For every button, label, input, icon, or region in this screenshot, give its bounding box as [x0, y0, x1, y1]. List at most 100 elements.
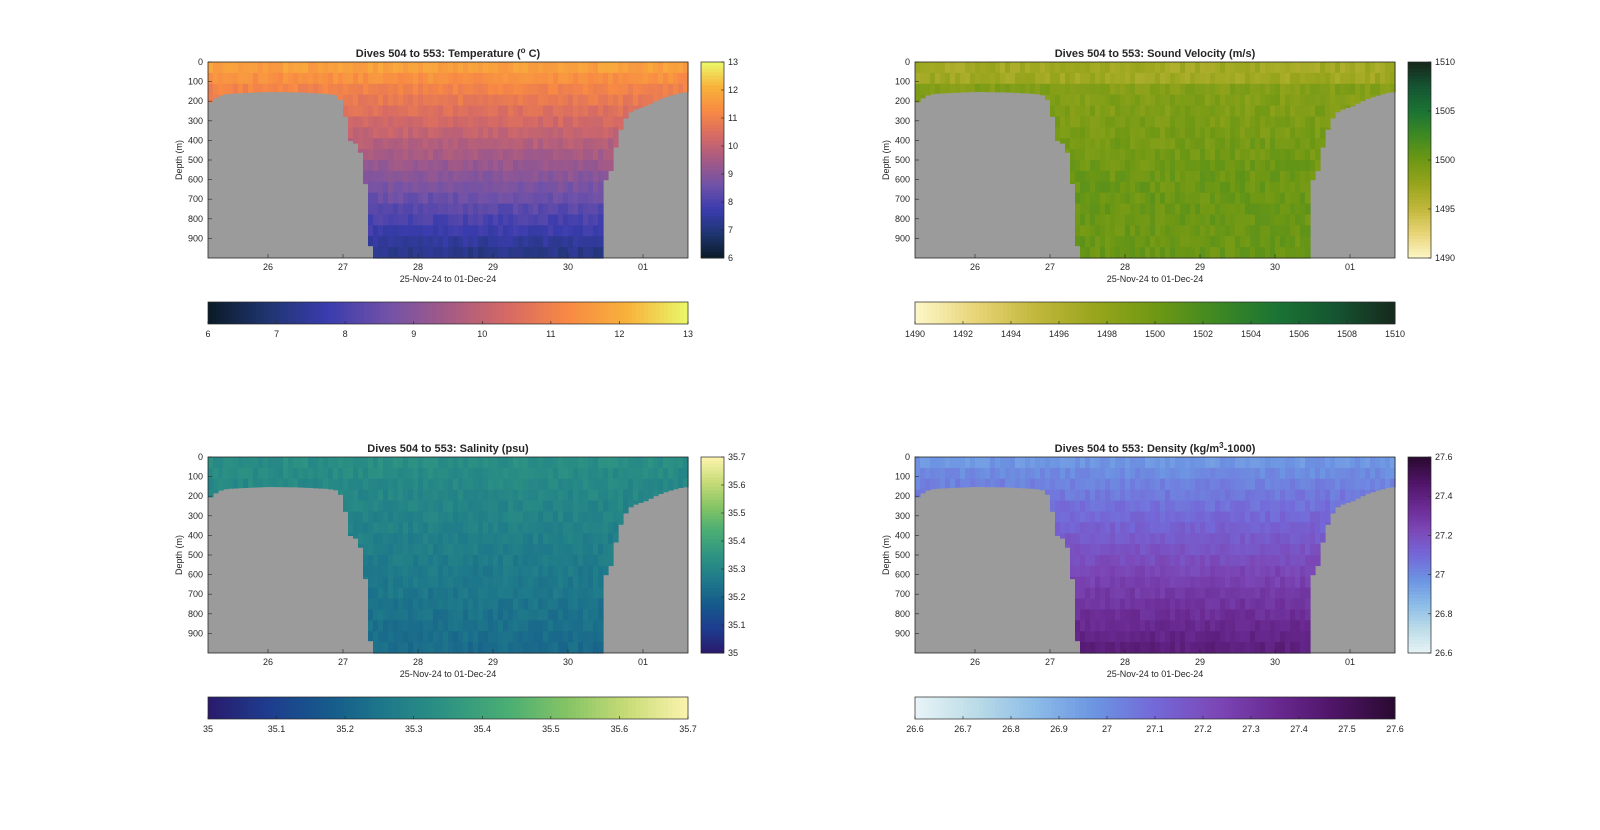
data-cell	[468, 576, 474, 589]
data-cell	[393, 457, 399, 469]
bottom-colorbar-segment	[684, 302, 689, 324]
data-cell	[493, 555, 499, 567]
bottom-colorbar-label: 1496	[1049, 329, 1069, 339]
data-cell	[1285, 544, 1291, 556]
data-cell	[413, 72, 419, 85]
data-cell	[458, 160, 464, 172]
data-cell	[468, 116, 474, 128]
data-cell	[363, 522, 369, 534]
data-cell	[458, 62, 464, 74]
data-cell	[1155, 598, 1161, 611]
data-cell	[1080, 489, 1086, 502]
data-cell	[1155, 181, 1161, 194]
data-cell	[1180, 94, 1186, 107]
data-cell	[593, 170, 599, 183]
data-cell	[1265, 522, 1271, 534]
plot-title-suffix: C)	[526, 48, 541, 60]
bottom-colorbar-segment	[232, 302, 237, 324]
bottom-colorbar-segment	[1155, 302, 1160, 324]
data-cell	[1130, 533, 1136, 545]
data-cell	[473, 149, 479, 161]
data-cell	[1185, 214, 1191, 226]
data-cell	[578, 203, 584, 216]
data-cell	[553, 609, 559, 621]
data-cell	[208, 467, 214, 480]
data-cell	[443, 247, 449, 259]
data-cell	[463, 544, 469, 556]
data-cell	[243, 467, 249, 480]
data-cell	[1190, 642, 1196, 654]
data-cell	[583, 489, 589, 502]
data-cell	[1360, 72, 1366, 85]
data-cell	[508, 587, 514, 600]
data-cell	[1055, 105, 1061, 118]
data-cell	[228, 478, 234, 489]
bottom-colorbar-segment	[576, 302, 581, 324]
data-cell	[1220, 598, 1226, 611]
data-cell	[533, 160, 539, 172]
y-tick-label: 0	[198, 57, 203, 67]
data-cell	[228, 457, 234, 469]
data-cell	[1160, 587, 1166, 600]
data-cell	[423, 598, 429, 611]
data-cell	[1165, 94, 1171, 107]
data-cell	[588, 138, 594, 150]
data-cell	[438, 203, 444, 216]
data-cell	[1290, 565, 1296, 578]
data-cell	[1110, 225, 1116, 237]
data-cell	[1130, 214, 1136, 226]
data-cell	[368, 533, 374, 545]
data-cell	[518, 105, 524, 118]
data-cell	[1190, 598, 1196, 611]
bottom-colorbar-segment	[580, 302, 585, 324]
data-cell	[393, 83, 399, 96]
data-cell	[413, 533, 419, 545]
data-cell	[1340, 457, 1346, 469]
data-cell	[533, 138, 539, 150]
data-cell	[1250, 598, 1256, 611]
data-cell	[273, 83, 279, 93]
data-cell	[383, 489, 389, 502]
data-cell	[393, 522, 399, 534]
data-cell	[503, 631, 509, 643]
data-cell	[1115, 160, 1121, 172]
data-cell	[673, 478, 679, 490]
data-cell	[1255, 181, 1261, 194]
data-cell	[483, 620, 489, 632]
bottom-colorbar-label: 35	[203, 724, 213, 734]
data-cell	[288, 83, 294, 93]
data-cell	[1300, 457, 1306, 469]
data-cell	[1110, 522, 1116, 534]
data-cell	[1310, 72, 1316, 85]
bottom-colorbar-segment	[548, 302, 553, 324]
data-cell	[1015, 62, 1021, 74]
data-cell	[423, 138, 429, 150]
bottom-colorbar-label: 1502	[1193, 329, 1213, 339]
y-tick-label: 200	[895, 96, 910, 106]
data-cell	[628, 457, 634, 469]
data-cell	[1270, 642, 1276, 654]
data-cell	[473, 236, 479, 248]
data-cell	[353, 467, 359, 480]
data-cell	[518, 247, 524, 259]
data-cell	[488, 544, 494, 556]
data-cell	[1245, 457, 1251, 469]
bottom-colorbar-segment	[963, 302, 968, 324]
data-cell	[413, 511, 419, 523]
data-cell	[493, 149, 499, 161]
side-colorbar-segment	[701, 587, 724, 592]
data-cell	[1325, 83, 1331, 96]
data-cell	[363, 127, 369, 139]
data-cell	[523, 478, 529, 491]
data-cell	[293, 83, 299, 93]
data-cell	[1225, 467, 1231, 480]
data-cell	[398, 225, 404, 237]
data-cell	[1070, 72, 1076, 85]
data-cell	[678, 478, 684, 488]
bottom-colorbar-label: 7	[274, 329, 279, 339]
data-cell	[383, 192, 389, 205]
data-cell	[935, 83, 941, 94]
data-cell	[373, 116, 379, 128]
data-cell	[583, 500, 589, 513]
data-cell	[1255, 631, 1261, 643]
